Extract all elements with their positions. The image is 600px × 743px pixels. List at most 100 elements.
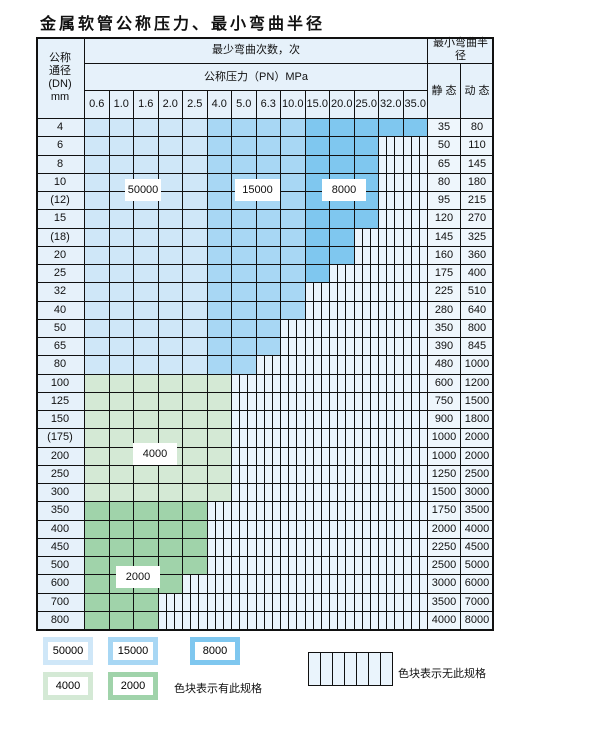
unavailable-cell bbox=[330, 338, 355, 357]
unavailable-cell bbox=[232, 374, 257, 393]
available-cell bbox=[85, 429, 110, 448]
unavailable-cell bbox=[403, 192, 428, 211]
unavailable-cell bbox=[256, 411, 281, 430]
available-cell bbox=[158, 210, 183, 229]
unavailable-cell bbox=[281, 374, 306, 393]
available-cell bbox=[256, 265, 281, 284]
available-cell bbox=[134, 210, 159, 229]
available-cell bbox=[158, 192, 183, 211]
legend-4000: 4000 bbox=[43, 672, 93, 700]
unavailable-cell bbox=[232, 429, 257, 448]
unavailable-cell bbox=[305, 338, 330, 357]
available-cell bbox=[158, 119, 183, 138]
available-cell bbox=[256, 338, 281, 357]
available-cell bbox=[207, 155, 232, 174]
zone-label-15000: 15000 bbox=[235, 179, 280, 201]
available-cell bbox=[109, 119, 134, 138]
available-cell bbox=[281, 137, 306, 156]
unavailable-cell bbox=[379, 538, 404, 557]
unavailable-cell bbox=[305, 557, 330, 576]
available-cell bbox=[85, 265, 110, 284]
available-cell bbox=[330, 246, 355, 265]
available-cell bbox=[281, 173, 306, 192]
dynamic-radius-cell: 800 bbox=[461, 319, 494, 338]
available-cell bbox=[158, 228, 183, 247]
dynamic-radius-cell: 270 bbox=[461, 210, 494, 229]
dn-cell: 15 bbox=[36, 210, 85, 229]
available-cell bbox=[134, 465, 159, 484]
static-radius-cell: 175 bbox=[428, 265, 461, 284]
static-radius-cell: 160 bbox=[428, 246, 461, 265]
dn-cell: (175) bbox=[36, 429, 85, 448]
unavailable-cell bbox=[354, 520, 379, 539]
unavailable-cell bbox=[379, 611, 404, 630]
dn-cell: 450 bbox=[36, 538, 85, 557]
unavailable-cell bbox=[403, 575, 428, 594]
unavailable-cell bbox=[403, 228, 428, 247]
dynamic-radius-cell: 8000 bbox=[461, 611, 494, 630]
unavailable-cell bbox=[207, 611, 232, 630]
unavailable-cell bbox=[379, 192, 404, 211]
available-cell bbox=[85, 611, 110, 630]
unavailable-cell bbox=[232, 538, 257, 557]
available-cell bbox=[109, 611, 134, 630]
pressure-col-header: 1.0 bbox=[109, 91, 134, 119]
available-cell bbox=[109, 429, 134, 448]
unavailable-cell bbox=[403, 374, 428, 393]
available-cell bbox=[109, 356, 134, 375]
dynamic-radius-cell: 510 bbox=[461, 283, 494, 302]
available-cell bbox=[207, 301, 232, 320]
unavailable-cell bbox=[379, 228, 404, 247]
radius-header: 最小弯曲半径 bbox=[428, 37, 494, 64]
unavailable-cell bbox=[281, 392, 306, 411]
unavailable-cell bbox=[403, 484, 428, 503]
available-cell bbox=[183, 557, 208, 576]
unavailable-cell bbox=[403, 447, 428, 466]
static-radius-cell: 2000 bbox=[428, 520, 461, 539]
available-cell bbox=[232, 210, 257, 229]
pressure-col-header: 5.0 bbox=[232, 91, 257, 119]
available-cell bbox=[109, 228, 134, 247]
dn-cell: 350 bbox=[36, 502, 85, 521]
dn-cell: 700 bbox=[36, 593, 85, 612]
unavailable-cell bbox=[232, 447, 257, 466]
unavailable-cell bbox=[207, 502, 232, 521]
unavailable-cell bbox=[354, 611, 379, 630]
available-cell bbox=[109, 246, 134, 265]
unavailable-cell bbox=[232, 520, 257, 539]
unavailable-cell bbox=[232, 575, 257, 594]
dynamic-radius-cell: 2000 bbox=[461, 429, 494, 448]
unavailable-cell bbox=[305, 319, 330, 338]
unavailable-cell bbox=[379, 447, 404, 466]
available-cell bbox=[158, 246, 183, 265]
available-cell bbox=[281, 228, 306, 247]
available-cell bbox=[183, 392, 208, 411]
available-cell bbox=[134, 283, 159, 302]
available-cell bbox=[158, 484, 183, 503]
available-cell bbox=[109, 520, 134, 539]
unavailable-cell bbox=[354, 593, 379, 612]
available-cell bbox=[183, 502, 208, 521]
available-cell bbox=[207, 265, 232, 284]
available-cell bbox=[183, 538, 208, 557]
unavailable-cell bbox=[232, 411, 257, 430]
unavailable-cell bbox=[281, 447, 306, 466]
static-radius-cell: 390 bbox=[428, 338, 461, 357]
unavailable-cell bbox=[379, 173, 404, 192]
available-cell bbox=[134, 246, 159, 265]
available-cell bbox=[183, 155, 208, 174]
dynamic-radius-cell: 110 bbox=[461, 137, 494, 156]
unavailable-cell bbox=[232, 465, 257, 484]
unavailable-cell bbox=[403, 338, 428, 357]
unavailable-cell bbox=[330, 319, 355, 338]
unavailable-cell bbox=[207, 593, 232, 612]
available-cell bbox=[183, 228, 208, 247]
available-cell bbox=[207, 246, 232, 265]
unavailable-cell bbox=[403, 283, 428, 302]
unavailable-cell bbox=[403, 502, 428, 521]
available-cell bbox=[183, 246, 208, 265]
pressure-col-header: 35.0 bbox=[403, 91, 428, 119]
dynamic-radius-cell: 180 bbox=[461, 173, 494, 192]
available-cell bbox=[207, 210, 232, 229]
unavailable-cell bbox=[232, 557, 257, 576]
